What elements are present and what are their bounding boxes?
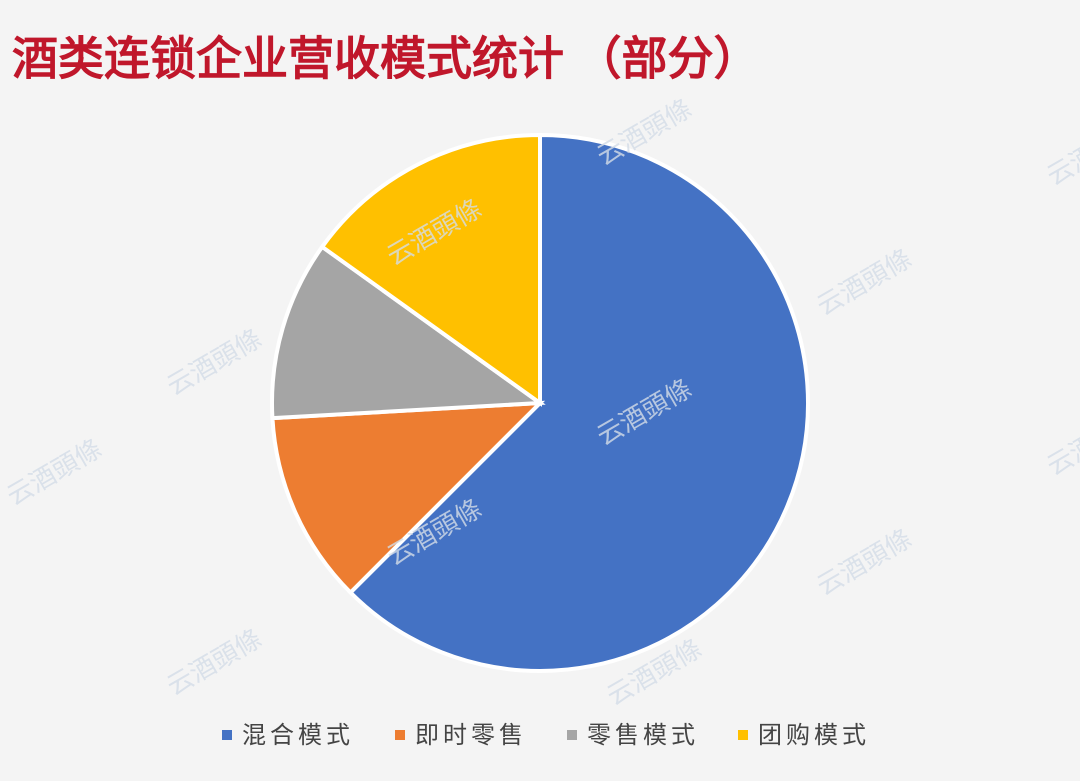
pie-slice [347,132,810,673]
pie-slice [319,132,542,407]
pie-slice [270,244,546,421]
legend-label: 团购模式 [758,721,870,749]
legend-label: 零售模式 [587,721,699,749]
pie-slice [270,400,546,596]
legend-swatch [567,730,577,740]
legend-label: 即时零售 [415,721,527,749]
legend-swatch [222,730,232,740]
legend-label: 混合模式 [242,721,354,749]
chart-title: 酒类连锁企业营收模式统计 （部分） [12,34,760,85]
legend-swatch [395,730,405,740]
legend: 混合模式 即时零售 零售模式 团购模式 [222,721,870,749]
legend-swatch [738,730,748,740]
pie [270,132,810,673]
